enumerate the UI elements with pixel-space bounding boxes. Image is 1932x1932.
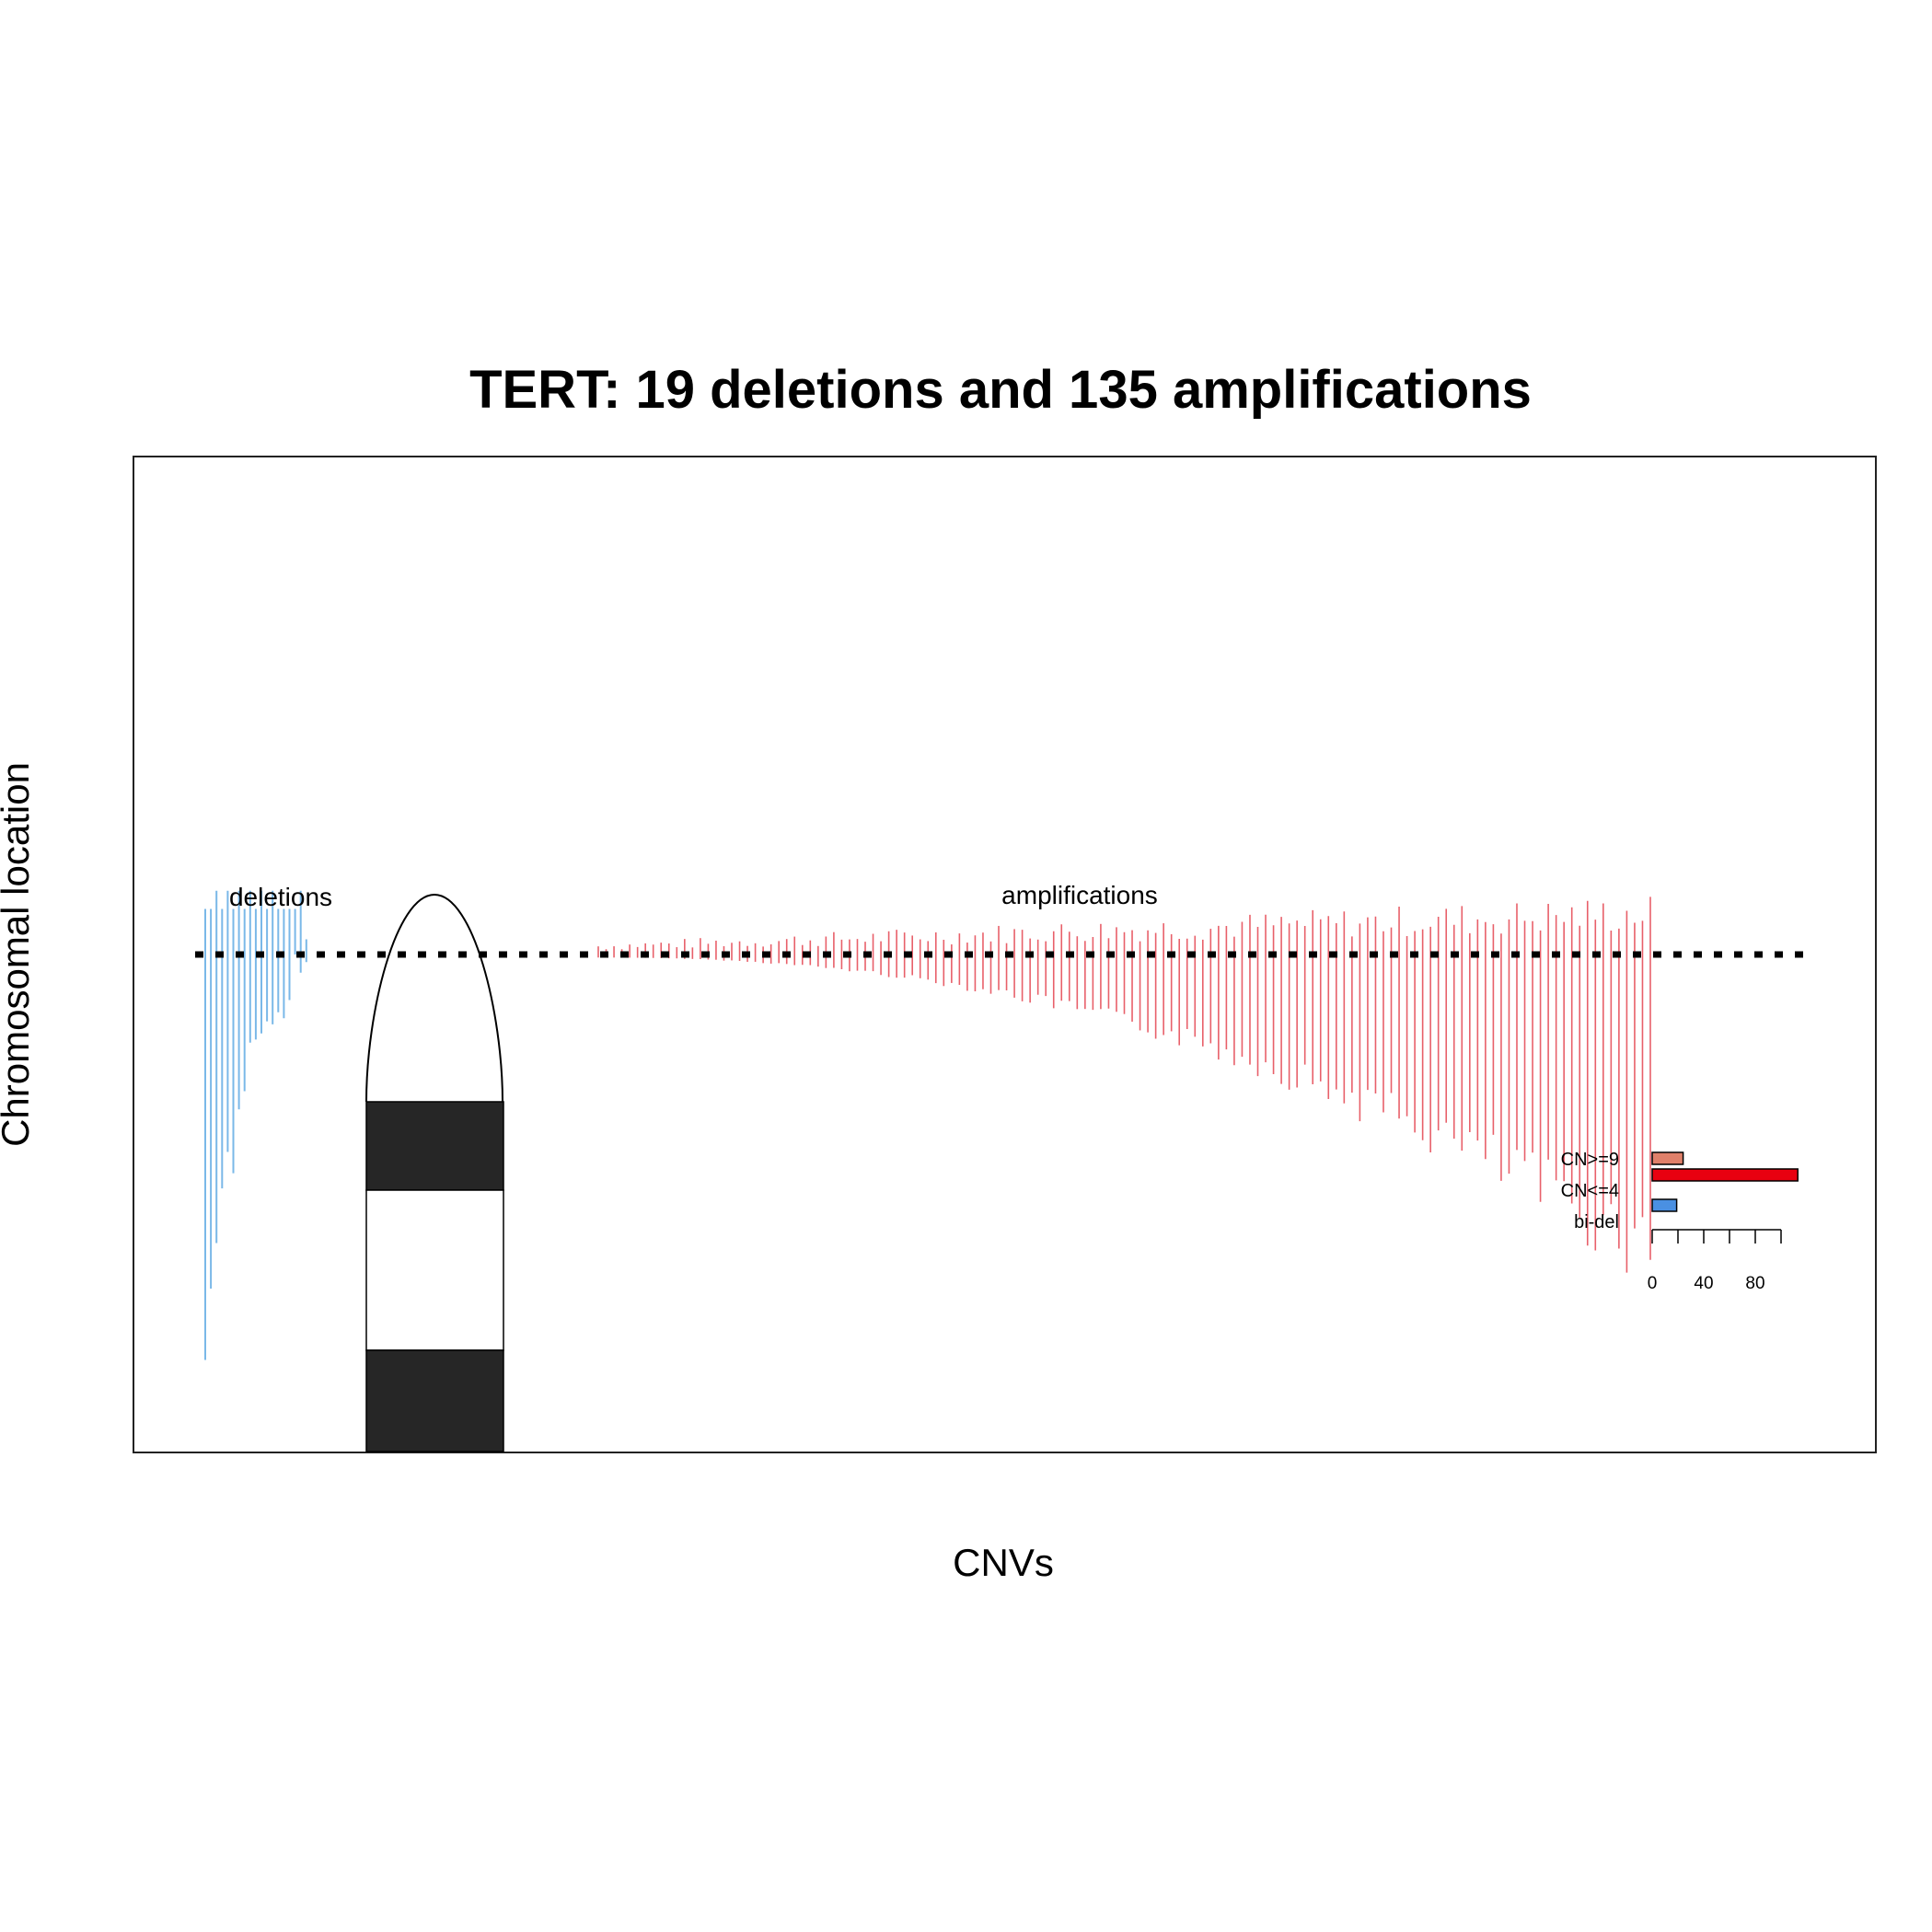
inset-bar-chart: CN>=9 CN<=4 bi-del 0 40 80 <box>1561 1150 1799 1293</box>
chromosome-band-dark-1 <box>365 1101 504 1191</box>
amplifications-annotation: amplifications <box>1001 881 1158 909</box>
chromosome-band-dark-2 <box>365 1349 504 1452</box>
deletions-annotation: deletions <box>229 883 332 911</box>
inset-bar <box>1651 1151 1684 1165</box>
inset-tick-label: 0 <box>1648 1274 1658 1293</box>
inset-bar <box>1651 1168 1799 1182</box>
centromere-arc <box>365 893 503 1103</box>
x-axis-label: CNVs <box>953 1541 1054 1584</box>
inset-category-label: CN>=9 <box>1561 1150 1619 1170</box>
deletion-segments <box>204 890 307 1360</box>
inset-category-label: CN<=4 <box>1561 1181 1619 1201</box>
amplification-segments <box>597 897 1651 1273</box>
inset-tick-label: 40 <box>1694 1274 1713 1293</box>
inset-x-axis <box>1651 1229 1782 1244</box>
y-axis-label: Chromosomal location <box>0 762 37 1147</box>
inset-category-label: bi-del <box>1574 1212 1619 1232</box>
inset-bar <box>1651 1198 1678 1212</box>
inset-bars <box>1651 1151 1799 1212</box>
inset-tick-label: 80 <box>1745 1274 1764 1293</box>
chromosome-band-light <box>365 1189 504 1351</box>
plot-frame <box>133 456 1877 1453</box>
chart-title: TERT: 19 deletions and 135 amplification… <box>469 360 1532 420</box>
chromosome-ideogram <box>365 893 504 1452</box>
